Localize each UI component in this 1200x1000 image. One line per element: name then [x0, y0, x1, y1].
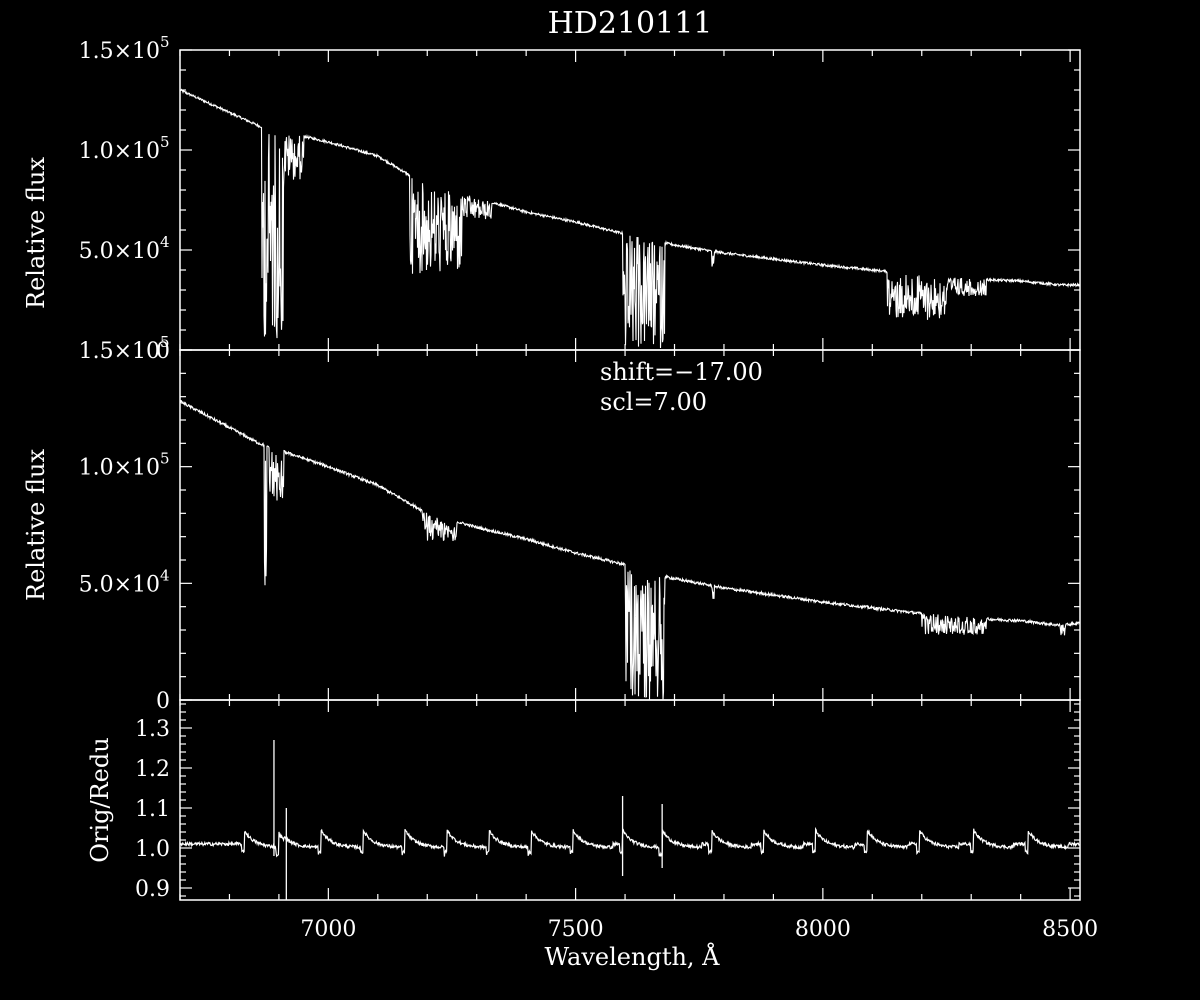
- panel-bottom-frame: [179, 699, 1081, 901]
- y-tick-label: 1.0×10: [79, 456, 160, 481]
- panel-middle-yticks: 05.0×10 41.0×10 51.5×10 5: [79, 333, 170, 714]
- scale-annotation: scl=7.00: [600, 388, 707, 416]
- y-tick-label: 1.5×10: [79, 39, 160, 64]
- x-tick-label: 7000: [300, 917, 356, 942]
- y-tick-label: 5.0×10: [79, 572, 160, 597]
- panel-middle: Relative flux shift=−17.00 scl=7.00 0 5.0…: [22, 333, 1081, 714]
- y-tick-label: 1.3: [135, 717, 170, 742]
- panel-bottom: Orig/Redu 0.9 1.0 1.1 1.2 1.3 7000 7500 8000 85…: [86, 699, 1098, 971]
- y-tick-label: 5.0×10: [79, 239, 160, 264]
- y-tick-label: 1.2: [135, 757, 170, 782]
- panel-bottom-yticks: 0.9 1.0 1.1 1.2 1.3: [135, 717, 170, 902]
- panel-middle-ylabel: Relative flux: [22, 449, 50, 601]
- y-tick-label: 0: [156, 689, 170, 714]
- x-tick-label: 7500: [548, 917, 604, 942]
- x-axis-label: Wavelength, Å: [544, 942, 720, 971]
- panel-top: Relative flux 05.0×10 41.0×10 51.5×10 5: [22, 33, 1081, 364]
- y-tick-label: 0: [156, 339, 170, 364]
- panel-top-ylabel: Relative flux: [22, 157, 50, 309]
- y-tick-exponent: 5: [160, 133, 170, 151]
- ratio-line: [179, 826, 1081, 858]
- panel-top-yticks: 05.0×10 41.0×10 51.5×10 5: [79, 33, 170, 364]
- y-tick-label: 1.0×10: [79, 139, 160, 164]
- y-tick-exponent: 4: [160, 233, 170, 251]
- shift-annotation: shift=−17.00: [600, 358, 763, 386]
- x-tick-label: 8000: [795, 917, 851, 942]
- y-tick-exponent: 5: [160, 333, 170, 351]
- x-tick-labels: 7000 7500 8000 8500: [300, 917, 1098, 942]
- y-tick-exponent: 5: [160, 450, 170, 468]
- spectrum-line: [179, 399, 1081, 700]
- y-tick-label: 1.1: [135, 797, 170, 822]
- y-tick-label: 0.9: [135, 877, 170, 902]
- chart-title: HD210111: [548, 6, 713, 41]
- y-tick-label: 1.5×10: [79, 339, 160, 364]
- panel-bottom-ylabel: Orig/Redu: [86, 737, 114, 862]
- y-tick-exponent: 4: [160, 566, 170, 584]
- x-tick-label: 8500: [1042, 917, 1098, 942]
- panel-middle-spectrum: [179, 399, 1081, 700]
- y-tick-label: 1.0: [135, 837, 170, 862]
- spectrum-line: [179, 88, 1081, 349]
- y-tick-exponent: 5: [160, 33, 170, 51]
- panel-top-spectrum: [179, 88, 1081, 349]
- panel-bottom-ratio: [179, 740, 1081, 900]
